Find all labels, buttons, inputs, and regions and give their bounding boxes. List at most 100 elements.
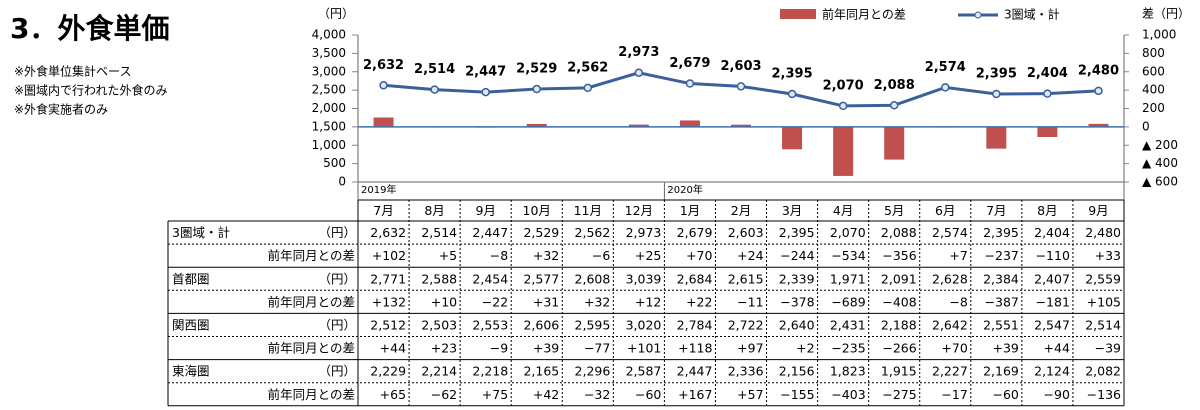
table-cell: 3,039 bbox=[626, 271, 662, 286]
y2-tick-label: 1,000 bbox=[1142, 28, 1176, 42]
y-tick-label: 1,000 bbox=[312, 138, 346, 152]
table-cell: 2,529 bbox=[523, 225, 559, 240]
y-tick-label: 1,500 bbox=[312, 119, 346, 133]
x-tick-label: 12月 bbox=[625, 203, 653, 218]
y2-tick-label: 400 bbox=[1142, 83, 1165, 97]
table-cell: −77 bbox=[584, 341, 610, 356]
table-cell: +33 bbox=[1095, 248, 1121, 263]
bar bbox=[731, 124, 751, 127]
x-tick-label: 7月 bbox=[986, 203, 1006, 218]
table-cell: +101 bbox=[627, 341, 661, 356]
table-cell: 2,784 bbox=[677, 317, 713, 332]
marker bbox=[685, 79, 695, 88]
note: ※圏域内で行われた外食のみ bbox=[14, 83, 167, 98]
y-tick-label: 3,000 bbox=[312, 64, 346, 78]
table-cell: 2,514 bbox=[421, 225, 457, 240]
year-label: 2020年 bbox=[667, 183, 702, 196]
table-cell: +31 bbox=[533, 294, 559, 309]
table-cell: +97 bbox=[737, 341, 763, 356]
table-cell: 2,771 bbox=[370, 271, 406, 286]
data-label: 2,070 bbox=[823, 78, 864, 93]
legend-swatch bbox=[780, 9, 816, 19]
table-cell: 2,395 bbox=[779, 225, 815, 240]
data-label: 2,404 bbox=[1027, 66, 1068, 81]
y-tick-label: 3,500 bbox=[312, 46, 346, 60]
table-cell: −356 bbox=[882, 248, 916, 263]
table-cell: −266 bbox=[882, 341, 916, 356]
table-cell: 2,447 bbox=[677, 364, 713, 379]
x-tick-label: 9月 bbox=[475, 203, 495, 218]
table-cell: −275 bbox=[882, 387, 916, 402]
table-cell: 2,608 bbox=[575, 271, 611, 286]
row-unit: （円） bbox=[318, 271, 356, 286]
data-label: 2,514 bbox=[414, 62, 455, 77]
bar bbox=[782, 126, 803, 150]
table-cell: 2,603 bbox=[728, 225, 764, 240]
table-cell: 2,339 bbox=[779, 271, 815, 286]
table-cell: 2,553 bbox=[472, 317, 508, 332]
table-cell: +132 bbox=[372, 294, 406, 309]
x-tick-label: 5月 bbox=[884, 203, 904, 218]
data-label: 2,574 bbox=[925, 60, 966, 75]
marker bbox=[941, 83, 950, 92]
table-cell: 2,124 bbox=[1034, 364, 1070, 379]
x-tick-label: 1月 bbox=[680, 203, 700, 218]
table-cell: +44 bbox=[380, 341, 406, 356]
table-cell: 2,070 bbox=[830, 225, 866, 240]
table-cell: −378 bbox=[780, 294, 814, 309]
table-cell: 2,336 bbox=[728, 364, 764, 379]
table-cell: −387 bbox=[985, 294, 1019, 309]
y2-tick-label: ▲ 600 bbox=[1142, 175, 1178, 189]
marker bbox=[379, 81, 388, 90]
table-cell: 2,973 bbox=[626, 225, 662, 240]
table-cell: 2,218 bbox=[472, 364, 508, 379]
table-cell: 1,915 bbox=[881, 364, 917, 379]
table-cell: 2,562 bbox=[575, 225, 611, 240]
table-cell: 2,296 bbox=[575, 364, 611, 379]
legend-label: 前年同月との差 bbox=[822, 7, 906, 22]
table-cell: +22 bbox=[686, 294, 712, 309]
table-cell: +10 bbox=[431, 294, 457, 309]
marker bbox=[481, 87, 490, 97]
row-unit: （円） bbox=[318, 317, 356, 332]
table-cell: +65 bbox=[380, 387, 406, 402]
table-cell: 1,971 bbox=[830, 271, 866, 286]
table-cell: −62 bbox=[431, 387, 457, 402]
table-cell: 2,514 bbox=[1085, 317, 1121, 332]
table-cell: −60 bbox=[992, 387, 1018, 402]
row-label: 前年同月との差 bbox=[268, 248, 355, 263]
data-label: 2,603 bbox=[720, 59, 761, 74]
row-label: 前年同月との差 bbox=[268, 294, 355, 309]
table-cell: 2,431 bbox=[830, 317, 866, 332]
table-cell: −32 bbox=[584, 387, 610, 402]
table-cell: +42 bbox=[533, 387, 559, 402]
data-label: 2,529 bbox=[516, 62, 557, 77]
table-cell: 2,169 bbox=[983, 364, 1019, 379]
data-label: 2,632 bbox=[363, 58, 404, 73]
table-cell: +167 bbox=[678, 387, 712, 402]
table-cell: 2,615 bbox=[728, 271, 764, 286]
table-cell: +118 bbox=[678, 341, 712, 356]
row-label: 首都圏 bbox=[172, 271, 210, 286]
table-cell: 2,480 bbox=[1085, 225, 1121, 240]
row-label: 前年同月との差 bbox=[268, 387, 355, 402]
table-cell: −22 bbox=[482, 294, 508, 309]
legend-label: 3圏域・計 bbox=[1004, 7, 1060, 22]
table-cell: 2,577 bbox=[523, 271, 559, 286]
table-cell: 2,628 bbox=[932, 271, 968, 286]
table-cell: 2,227 bbox=[932, 364, 968, 379]
table-cell: −60 bbox=[635, 387, 661, 402]
table-cell: −403 bbox=[831, 387, 865, 402]
table-cell: 3,020 bbox=[626, 317, 662, 332]
table-cell: +39 bbox=[533, 341, 559, 356]
table-cell: 2,407 bbox=[1034, 271, 1070, 286]
table-cell: +57 bbox=[737, 387, 763, 402]
y-tick-label: 2,500 bbox=[312, 83, 346, 97]
row-label: 3圏域・計 bbox=[172, 225, 230, 240]
note: ※外食実施者のみ bbox=[14, 102, 108, 117]
table-cell: 2,722 bbox=[728, 317, 764, 332]
table-cell: −155 bbox=[780, 387, 814, 402]
table-cell: −90 bbox=[1044, 387, 1070, 402]
table-cell: 2,447 bbox=[472, 225, 508, 240]
